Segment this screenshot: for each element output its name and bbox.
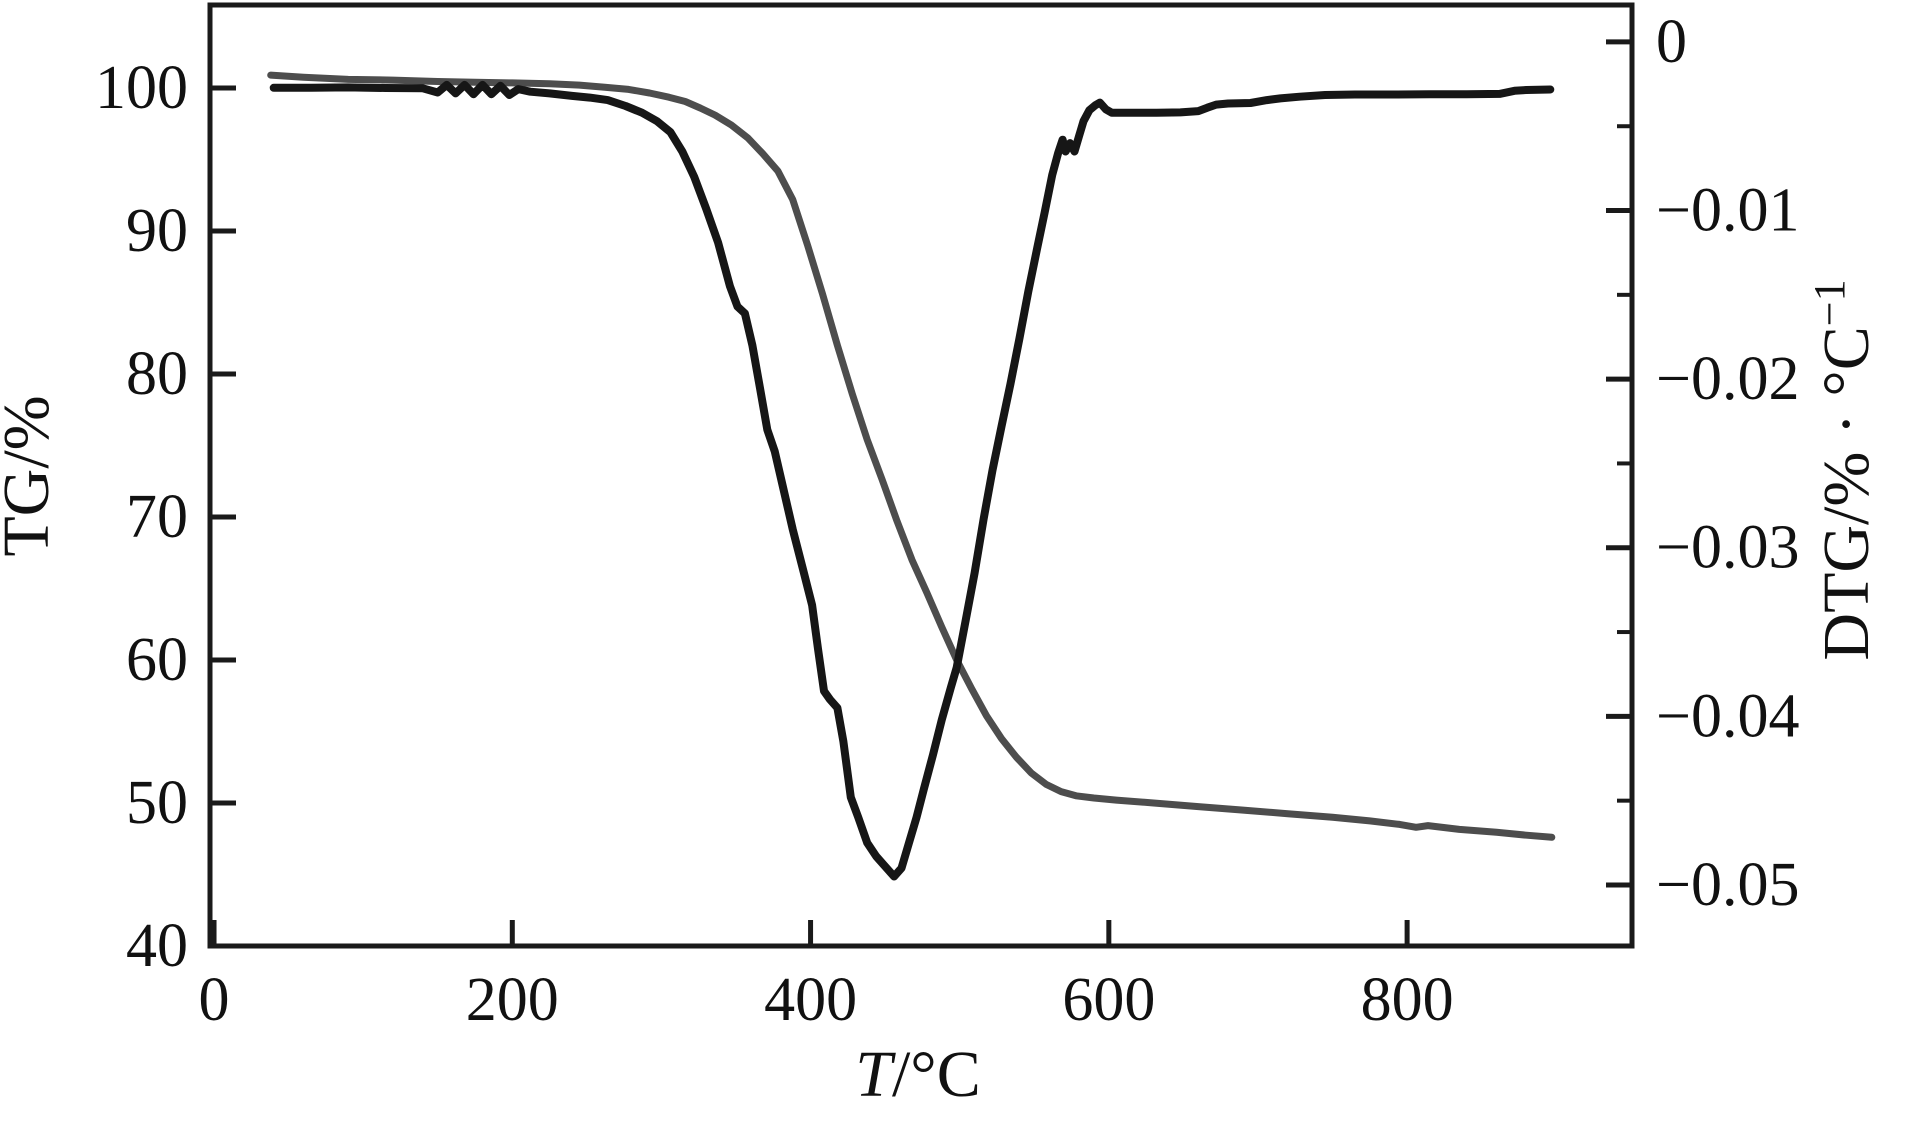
curves xyxy=(267,71,1556,881)
y-left-tick-label: 70 xyxy=(126,483,188,551)
y-right-tick-label: −0.05 xyxy=(1656,851,1799,919)
y-left-tick-label: 90 xyxy=(126,197,188,265)
y-left-axis-title: TG/% xyxy=(0,395,63,556)
x-tick-label: 600 xyxy=(1062,966,1155,1034)
y-left-tick-label: 60 xyxy=(126,626,188,694)
y-right-axis-title-superscript: −1 xyxy=(1805,279,1854,326)
y-left-tick-label: 50 xyxy=(126,769,188,837)
y-right-tick-label: 0 xyxy=(1656,8,1687,76)
tg-curve xyxy=(267,71,1556,841)
x-tick-label: 0 xyxy=(199,966,230,1034)
y-right-tick-label: −0.01 xyxy=(1656,177,1799,245)
x-tick-label: 400 xyxy=(764,966,857,1034)
y-right-tick-label: −0.04 xyxy=(1656,682,1799,750)
y-right-tick-label: −0.02 xyxy=(1656,345,1799,413)
y-right-tick-label: −0.03 xyxy=(1656,514,1799,582)
y-right-axis-title: DTG/% · °C−1 xyxy=(1805,279,1883,660)
y-left-tick-label: 40 xyxy=(126,912,188,980)
x-axis-title-variable: T xyxy=(855,1038,896,1111)
x-axis-title: T/°C xyxy=(855,1038,980,1111)
y-left-tick-label: 80 xyxy=(126,340,188,408)
axis-ticks xyxy=(210,39,1632,949)
tick-labels: 0 200 400 600 800 40 50 60 70 80 90 100 0 −0.01 −0.02 −… xyxy=(95,8,1799,1034)
x-axis-title-unit: /°C xyxy=(892,1038,981,1111)
x-tick-label: 800 xyxy=(1361,966,1454,1034)
dtg-curve xyxy=(269,80,1555,881)
plot-border xyxy=(207,2,1635,949)
plot-frame xyxy=(207,2,1635,949)
y-left-tick-label: 100 xyxy=(95,54,188,122)
y-right-axis-title-text: DTG/% · °C xyxy=(1810,326,1883,660)
x-tick-label: 200 xyxy=(466,966,559,1034)
